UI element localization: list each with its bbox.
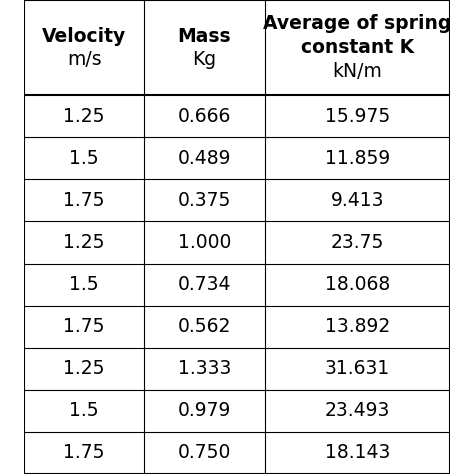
Text: 0.979: 0.979 (178, 401, 231, 420)
Text: 1.5: 1.5 (69, 401, 99, 420)
Text: 23.493: 23.493 (325, 401, 390, 420)
Text: 18.143: 18.143 (325, 444, 390, 463)
Text: 31.631: 31.631 (325, 359, 390, 378)
Text: 15.975: 15.975 (325, 107, 390, 126)
Text: 23.75: 23.75 (330, 233, 384, 252)
Text: 1.75: 1.75 (64, 317, 105, 336)
Text: 9.413: 9.413 (330, 191, 384, 210)
Text: Velocity: Velocity (42, 27, 126, 46)
Text: 1.75: 1.75 (64, 444, 105, 463)
Text: 13.892: 13.892 (325, 317, 390, 336)
Text: 0.489: 0.489 (178, 149, 231, 168)
Text: kN/m: kN/m (332, 62, 382, 81)
Text: 0.375: 0.375 (178, 191, 231, 210)
Text: 1.333: 1.333 (178, 359, 231, 378)
Text: 1.5: 1.5 (69, 149, 99, 168)
Text: 0.562: 0.562 (178, 317, 231, 336)
Text: Mass: Mass (178, 27, 231, 46)
Text: Average of spring: Average of spring (263, 15, 451, 34)
Text: 1.25: 1.25 (64, 233, 105, 252)
Text: 18.068: 18.068 (325, 275, 390, 294)
Text: 0.750: 0.750 (178, 444, 231, 463)
Text: 1.5: 1.5 (69, 275, 99, 294)
Text: constant K: constant K (301, 38, 414, 57)
Text: 1.000: 1.000 (178, 233, 231, 252)
Text: 0.666: 0.666 (178, 107, 231, 126)
Text: 1.75: 1.75 (64, 191, 105, 210)
Text: 0.734: 0.734 (178, 275, 231, 294)
Text: 1.25: 1.25 (64, 359, 105, 378)
Text: 1.25: 1.25 (64, 107, 105, 126)
Text: Kg: Kg (192, 50, 217, 69)
Text: 11.859: 11.859 (325, 149, 390, 168)
Text: m/s: m/s (67, 50, 101, 69)
